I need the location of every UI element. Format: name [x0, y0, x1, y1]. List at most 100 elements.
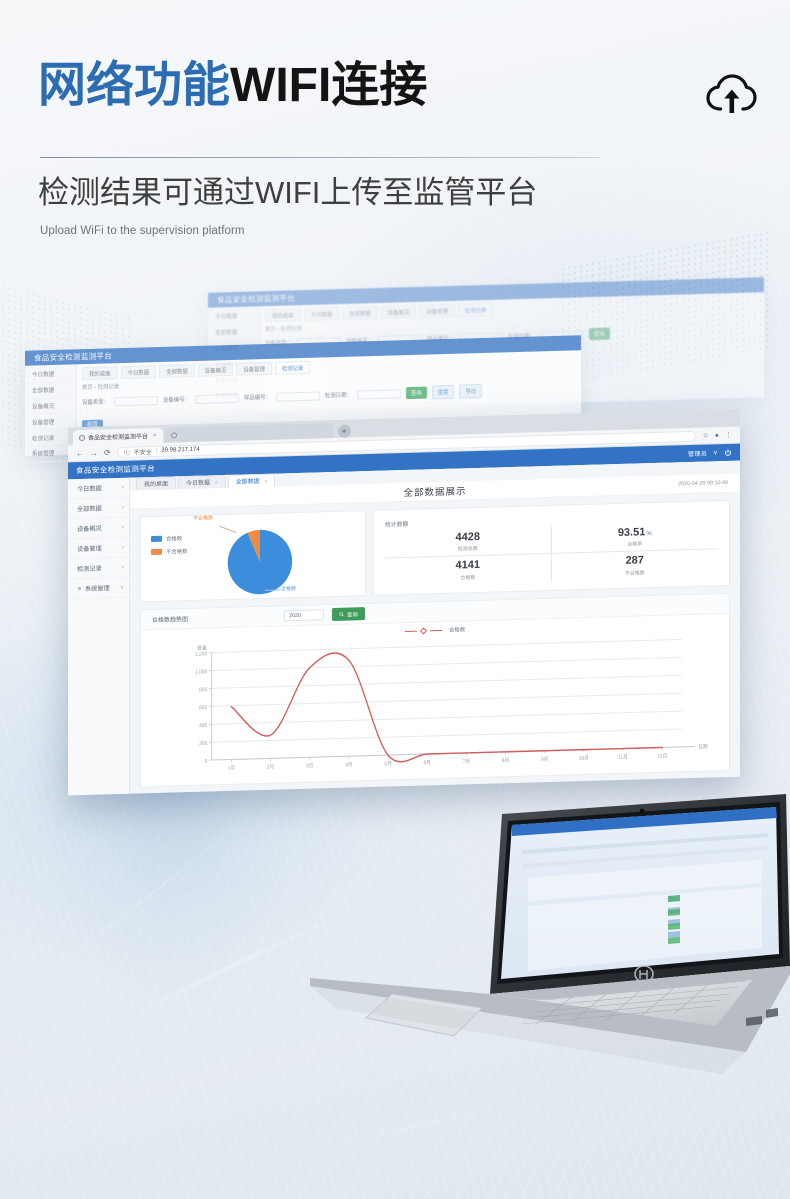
stat-label: 不合格数: [624, 570, 645, 577]
query-button[interactable]: 查询: [332, 607, 365, 621]
work-tab[interactable]: 全部数据: [159, 364, 195, 379]
sidebar-item-system-management[interactable]: 系统管理 ∨: [68, 577, 129, 600]
svg-text:600: 600: [199, 705, 207, 712]
pie-chart-legend[interactable]: 合格数 不合格数: [151, 534, 188, 561]
sidebar-item[interactable]: 设备概况: [25, 397, 76, 416]
sidebar-item-label: 今日数据: [77, 485, 102, 494]
work-tab[interactable]: 设备概况: [380, 304, 417, 320]
close-icon[interactable]: ×: [214, 480, 218, 487]
work-tab[interactable]: 我的桌面: [82, 366, 118, 381]
sidebar-item[interactable]: 全部数据: [25, 382, 76, 400]
page-subtitle-english: Upload WiFi to the supervision platform: [40, 225, 245, 237]
tab-all-data[interactable]: 全部数据 ×: [227, 473, 276, 488]
sidebar-item[interactable]: 今日数据: [208, 308, 259, 326]
legend-swatch: [151, 535, 162, 543]
field-label: 设备编号：: [162, 397, 190, 405]
laptop-lid: [490, 794, 790, 994]
year-input[interactable]: 2020: [284, 609, 325, 622]
stat-value: 4141: [455, 559, 480, 572]
work-tab[interactable]: 设备管理: [236, 361, 272, 377]
laptop-device: [310, 794, 790, 1074]
sidebar-item[interactable]: 今日数据: [25, 366, 76, 384]
statistics-grid: 4428 检测总数 93.51% 合格率 4141 合格数: [385, 521, 719, 587]
device-type-select[interactable]: [113, 395, 158, 406]
url-separator: |: [155, 447, 158, 454]
browser-menu-icon[interactable]: ⋮: [725, 431, 732, 440]
work-tab[interactable]: 设备概况: [197, 362, 234, 378]
svg-text:8月: 8月: [502, 758, 509, 765]
stat-qualified-count: 4141 合格数: [385, 553, 552, 587]
field-label: 设备类型：: [82, 399, 109, 407]
statistics-card-title: 统计数据: [385, 521, 409, 529]
sidebar-item-today-data[interactable]: 今日数据 >: [68, 477, 129, 500]
query-button[interactable]: 查询: [405, 386, 427, 400]
trend-chart-toolbar: 合格数趋势图 2020 查询: [141, 593, 729, 631]
legend-item-qualified[interactable]: 合格数: [151, 534, 188, 543]
svg-text:0: 0: [205, 759, 208, 765]
work-tab[interactable]: 检测记录: [274, 360, 311, 375]
work-tab[interactable]: 设备管理: [419, 303, 455, 319]
brand-logo: [634, 965, 654, 983]
sidebar-item-all-data[interactable]: 全部数据 >: [68, 497, 129, 520]
page-title-highlight: 网络功能: [38, 59, 231, 112]
reset-button[interactable]: 重置: [431, 384, 455, 400]
sidebar-item-inspection-records[interactable]: 检测记录 >: [68, 557, 129, 580]
query-button[interactable]: 查询: [588, 327, 610, 341]
sample-no-input[interactable]: [275, 391, 320, 402]
stat-label: 合格数: [460, 574, 476, 582]
svg-text:10月: 10月: [579, 755, 589, 762]
not-secure-icon: ⓘ: [123, 450, 130, 457]
work-tab[interactable]: 全部数据: [342, 306, 378, 321]
pie-chart: [225, 526, 295, 598]
power-icon[interactable]: [724, 448, 732, 456]
device-no-input[interactable]: [194, 393, 239, 404]
svg-text:7月: 7月: [463, 759, 470, 766]
sidebar-item-label: 设备管理: [77, 545, 102, 554]
work-tab[interactable]: 今日数据: [303, 307, 340, 322]
tab-my-desktop[interactable]: 我的桌面: [136, 476, 177, 491]
svg-text:400: 400: [199, 723, 207, 730]
back-icon[interactable]: ←: [76, 448, 84, 458]
profile-avatar-icon[interactable]: ●: [714, 431, 719, 439]
app-sidebar[interactable]: 今日数据 > 全部数据 > 设备概况 > 设备管理 > 检测记录 >: [68, 477, 130, 796]
legend-swatch: [151, 548, 162, 556]
user-menu[interactable]: 管理员: [688, 451, 708, 459]
browser-tab-active[interactable]: 食品安全检测监测平台 ×: [73, 427, 163, 446]
chevron-down-icon[interactable]: ∨: [713, 450, 718, 457]
query-button-label: 查询: [347, 611, 358, 619]
ports: [746, 1008, 778, 1026]
new-tab-button[interactable]: +: [337, 424, 351, 438]
bookmark-star-icon[interactable]: ☆: [702, 432, 709, 440]
svg-text:4月: 4月: [345, 762, 352, 769]
main-browser-window[interactable]: 食品安全检测监测平台 × + ← → ⟳ ⓘ 不安全 | 39.98.217.1…: [68, 408, 740, 796]
sidebar-item[interactable]: 全部数据: [208, 324, 259, 342]
close-icon[interactable]: ×: [264, 479, 268, 486]
search-icon: [339, 612, 344, 617]
legend-label: 不合格数: [166, 549, 188, 556]
legend-label: 合格数: [166, 536, 183, 543]
pie-chart-card: 合格数 不合格数: [140, 510, 366, 603]
work-tab[interactable]: 我的桌面: [265, 308, 301, 323]
trend-chart-card: 合格数趋势图 2020 查询: [140, 592, 730, 788]
sidebar-item-device-overview[interactable]: 设备概况 >: [68, 517, 129, 540]
tab-today-data[interactable]: 今日数据 ×: [178, 474, 226, 490]
cloud-upload-icon: [706, 74, 757, 113]
trackpad[interactable]: [364, 993, 484, 1037]
stat-unqualified-count: 287 不合格数: [552, 549, 719, 582]
sidebar-item-device-management[interactable]: 设备管理 >: [68, 537, 129, 560]
work-tab[interactable]: 检测记录: [457, 302, 494, 317]
date-input[interactable]: [356, 388, 401, 400]
keyboard[interactable]: [492, 980, 752, 1026]
svg-text:1,200: 1,200: [195, 651, 207, 658]
forward-icon[interactable]: →: [90, 448, 98, 458]
work-tab[interactable]: 今日数据: [120, 365, 157, 380]
security-label: 不安全: [133, 449, 152, 457]
pie-chart-svg: [227, 529, 293, 595]
reload-icon[interactable]: ⟳: [104, 447, 111, 457]
close-icon[interactable]: ×: [153, 432, 157, 439]
laptop-base: [310, 966, 790, 1052]
export-button[interactable]: 导出: [459, 384, 483, 399]
legend-item-unqualified[interactable]: 不合格数: [151, 547, 188, 556]
stat-label: 合格率: [627, 541, 643, 549]
